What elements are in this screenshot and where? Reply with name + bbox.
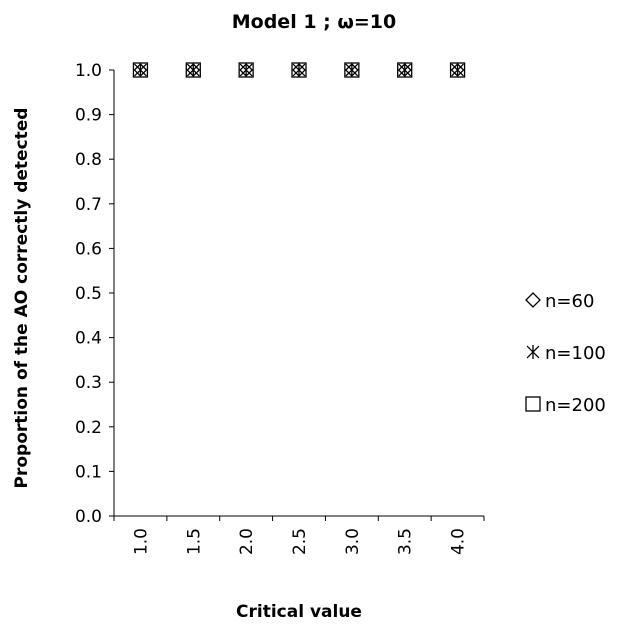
legend-item-label: n=100 <box>545 343 606 364</box>
legend-item-label: n=60 <box>545 291 594 312</box>
legend-square-icon <box>525 396 541 412</box>
y-tick-label: 1.0 <box>75 61 102 81</box>
x-ticks: 1.0 1.5 2.0 2.5 3.0 3.5 4.0 <box>113 516 485 555</box>
x-tick-label: 2.0 <box>237 528 257 555</box>
y-tick-label: 0.7 <box>75 195 102 215</box>
point-asterisk <box>239 63 253 77</box>
x-axis-label: Critical value <box>236 602 362 622</box>
y-tick-label: 0.0 <box>75 507 102 527</box>
legend-item-label: n=200 <box>545 395 606 416</box>
point-square <box>344 62 360 78</box>
data-points <box>132 62 466 78</box>
point-square <box>397 62 413 78</box>
y-tick-label: 0.1 <box>75 462 102 482</box>
y-tick-label: 0.6 <box>75 239 102 259</box>
y-tick-label: 0.4 <box>75 329 102 349</box>
y-tick-label: 0.5 <box>75 284 102 304</box>
y-tick-label: 0.8 <box>75 150 102 170</box>
y-tick-label: 0.9 <box>75 106 102 126</box>
y-axis-label: Proportion of the AO correctly detected <box>12 108 32 489</box>
point-square <box>449 62 466 78</box>
point-asterisk <box>134 63 147 77</box>
x-tick-label: 1.0 <box>131 528 151 555</box>
point-square <box>238 62 254 78</box>
chart-title: Model 1 ; ω=10 <box>232 11 397 33</box>
x-tick-label: 3.5 <box>396 528 416 555</box>
point-square <box>185 62 201 78</box>
point-square <box>132 62 149 78</box>
x-tick-label: 3.0 <box>343 528 363 555</box>
point-asterisk <box>292 63 306 77</box>
legend: n=60 n=100 n=200 <box>525 291 606 416</box>
legend-diamond-icon <box>525 292 541 308</box>
y-tick-label: 0.2 <box>75 418 102 438</box>
x-tick-label: 1.5 <box>184 528 204 555</box>
point-asterisk <box>398 63 412 77</box>
legend-asterisk-icon <box>526 345 540 359</box>
y-tick-label: 0.3 <box>75 373 102 393</box>
point-asterisk <box>451 63 464 77</box>
point-asterisk <box>186 63 200 77</box>
x-tick-label: 2.5 <box>290 528 310 555</box>
y-ticks: 0.0 0.1 0.2 0.3 0.4 0.5 0.6 0.7 0.8 0.9 1.0 <box>75 61 114 527</box>
point-square <box>291 62 307 78</box>
x-tick-label: 4.0 <box>449 528 469 555</box>
point-asterisk <box>345 63 359 77</box>
